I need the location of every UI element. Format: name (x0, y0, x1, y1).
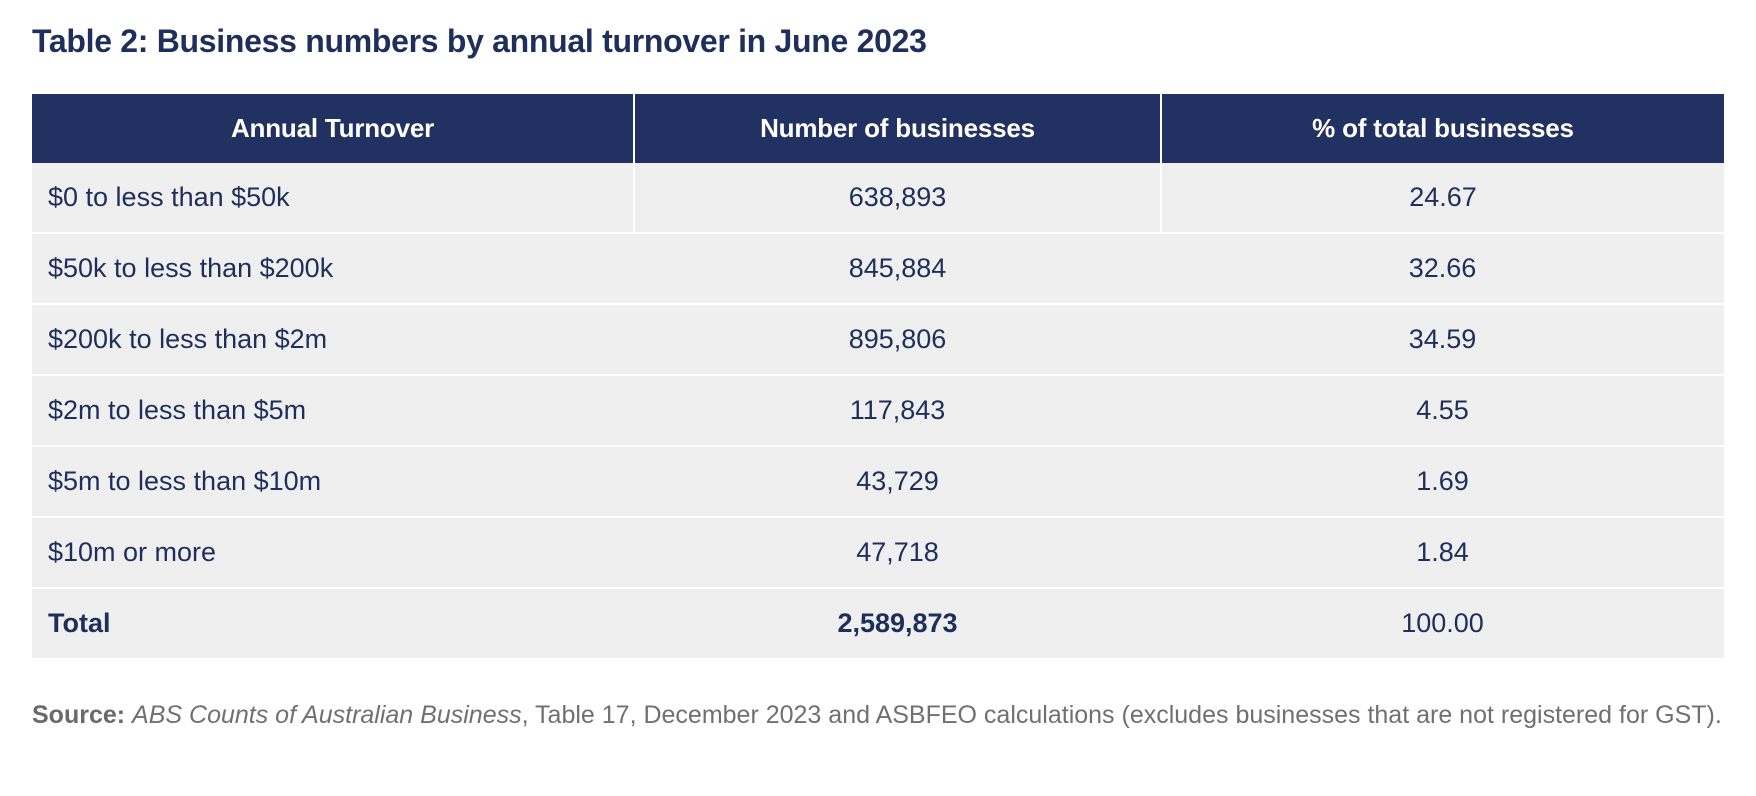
turnover-cell: $0 to less than $50k (32, 163, 634, 233)
turnover-cell: $10m or more (32, 516, 634, 588)
percent-cell: 1.69 (1161, 445, 1724, 517)
turnover-cell: $200k to less than $2m (32, 303, 634, 375)
percent-cell: 24.67 (1160, 163, 1724, 233)
table-row: $0 to less than $50k 638,893 24.67 (32, 163, 1724, 233)
business-count-cell: 895,806 (634, 303, 1161, 375)
turnover-cell: $2m to less than $5m (32, 374, 634, 446)
percent-cell: 1.84 (1161, 516, 1724, 588)
header-percent-of-total: % of total businesses (1160, 94, 1724, 163)
percent-cell: 4.55 (1161, 374, 1724, 446)
table-row: $50k to less than $200k 845,884 32.66 (32, 232, 1724, 304)
turnover-cell: $50k to less than $200k (32, 232, 634, 304)
source-note: Source: ABS Counts of Australian Busines… (32, 694, 1724, 737)
total-label-cell: Total (32, 587, 634, 658)
table-row: $10m or more 47,718 1.84 (32, 516, 1724, 588)
business-count-cell: 117,843 (634, 374, 1161, 446)
percent-cell: 32.66 (1161, 232, 1724, 304)
source-publication: ABS Counts of Australian Business (132, 701, 522, 729)
table-total-row: Total 2,589,873 100.00 (32, 587, 1724, 658)
header-number-of-businesses: Number of businesses (633, 94, 1161, 163)
turnover-cell: $5m to less than $10m (32, 445, 634, 517)
table-row: $200k to less than $2m 895,806 34.59 (32, 303, 1724, 375)
business-count-cell: 638,893 (633, 163, 1161, 233)
source-text: , Table 17, December 2023 and ASBFEO cal… (521, 701, 1722, 729)
table-row: $2m to less than $5m 117,843 4.55 (32, 374, 1724, 446)
table-header-row: Annual Turnover Number of businesses % o… (32, 94, 1724, 163)
business-count-cell: 43,729 (634, 445, 1161, 517)
business-turnover-table: Annual Turnover Number of businesses % o… (32, 94, 1724, 658)
total-percent-cell: 100.00 (1161, 587, 1724, 658)
total-count-cell: 2,589,873 (634, 587, 1161, 658)
percent-cell: 34.59 (1161, 303, 1724, 375)
table-row: $5m to less than $10m 43,729 1.69 (32, 445, 1724, 517)
business-count-cell: 845,884 (634, 232, 1161, 304)
business-count-cell: 47,718 (634, 516, 1161, 588)
page: Table 2: Business numbers by annual turn… (32, 0, 1724, 729)
header-annual-turnover: Annual Turnover (32, 94, 634, 163)
table-title: Table 2: Business numbers by annual turn… (32, 23, 927, 59)
source-label: Source: (32, 701, 126, 729)
